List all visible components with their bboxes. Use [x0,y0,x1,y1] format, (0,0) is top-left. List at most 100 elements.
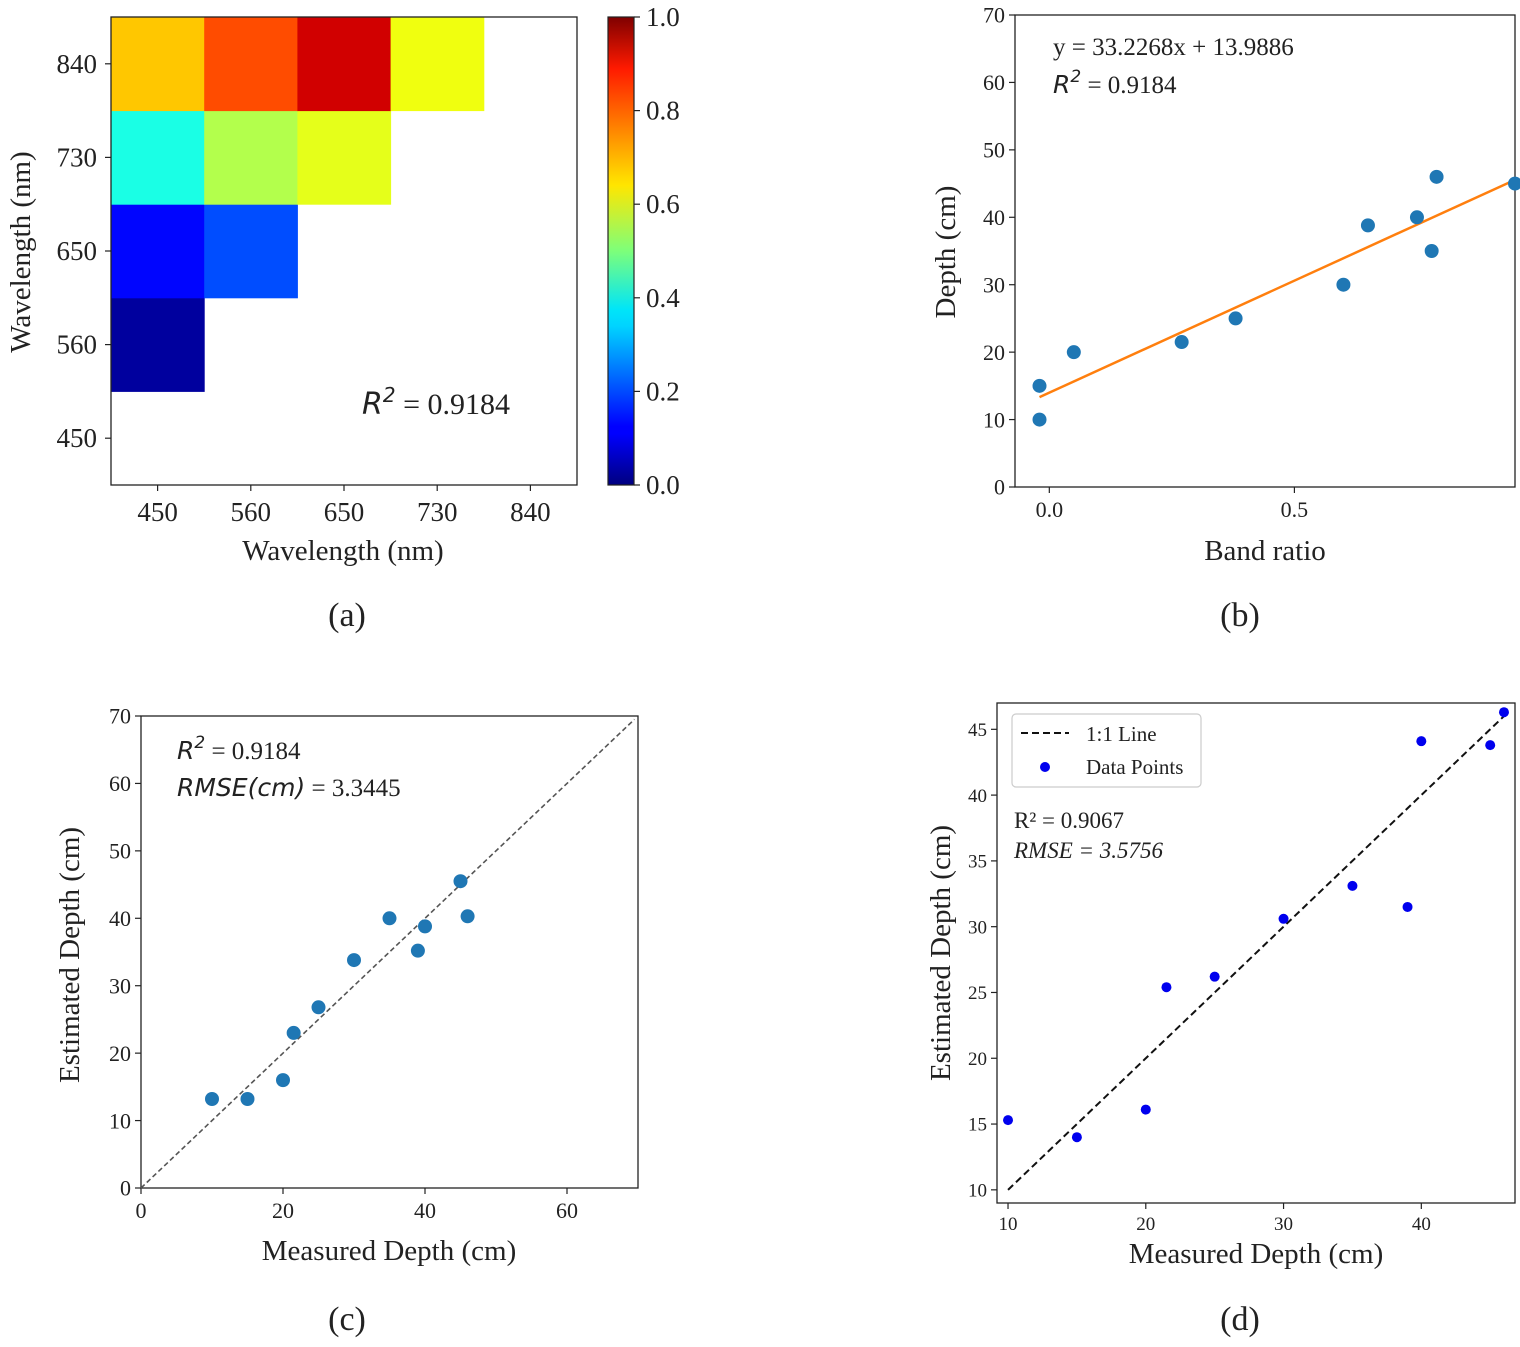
y-tick-label: 25 [968,983,987,1004]
data-point [1498,707,1509,718]
x-tick-label: 20 [272,1198,294,1223]
x-tick-label: 450 [137,497,178,527]
plot-d-ticks: 10 20 30 40 10 15 20 25 30 35 40 45 [968,720,1431,1235]
rmse-value: = 3.3445 [305,775,400,802]
x-tick-label: 30 [1274,1214,1293,1235]
data-point [347,953,361,968]
legend-line-label: 1:1 Line [1086,722,1157,746]
r2-value: = 0.9184 [205,738,301,765]
x-tick-label: 0.0 [1036,497,1064,522]
data-point [1416,736,1427,747]
r2-symbol: R [1053,70,1070,99]
y-tick-label: 650 [57,236,98,266]
plot-b-equation: y = 33.2268x + 13.9886 [1053,34,1294,61]
panel-d-scatter: 10 20 30 40 10 15 20 25 30 35 40 45 1:1 Line Data P… [925,702,1516,1338]
data-point [1409,210,1424,225]
panel-label-c: (c) [328,1301,366,1338]
data-point [1424,244,1439,258]
colorbar-ticks: 0.0 0.2 0.4 0.6 0.8 1.0 [634,2,680,500]
y-tick-label: 730 [57,142,98,172]
heatmap-cell [111,110,205,205]
y-tick-label: 40 [983,205,1005,230]
y-tick-label: 70 [109,704,131,729]
heatmap-cell [204,17,298,112]
colorbar-tick-label: 0.6 [646,189,680,219]
heatmap-cells [111,17,485,392]
plot-c-frame [140,715,639,1189]
data-point [1336,277,1351,292]
y-tick-label: 45 [968,720,987,741]
y-tick-label: 10 [968,1180,987,1201]
colorbar-tick-label: 0.0 [646,470,680,500]
data-point [382,911,397,926]
panel-b-scatter: 0.0 0.5 0 10 20 30 40 50 60 70 y = 33.2268x + 13.… [930,3,1520,634]
heatmap-cell [297,110,392,205]
x-tick-label: 60 [556,1198,578,1223]
heatmap-cell [111,204,205,299]
y-tick-label: 20 [983,340,1005,365]
y-tick-label: 40 [109,906,131,931]
panel-label-d: (d) [1220,1301,1260,1338]
heatmap-cell [297,17,392,112]
plot-d-rmse-annotation: RMSE = 3.5756 [1013,838,1164,863]
y-tick-label: 30 [109,973,131,998]
y-tick-label: 30 [968,917,987,938]
data-point [286,1025,301,1040]
y-tick-label: 840 [57,49,98,79]
r2-exponent: 2 [1070,67,1081,87]
data-point [1360,218,1375,233]
y-tick-label: 30 [983,272,1005,297]
y-tick-label: 0 [994,475,1005,500]
heatmap-cell [204,204,298,299]
data-point [1032,378,1047,393]
data-point [1429,169,1444,184]
data-point [1508,176,1520,191]
r2-value: = 0.9184 [396,388,510,421]
x-tick-label: 0.5 [1281,497,1309,522]
data-point [1161,982,1172,993]
heatmap-cell [204,110,298,205]
y-tick-label: 40 [968,786,987,807]
data-point [1140,1104,1151,1115]
data-point [418,919,432,934]
heatmap-x-ticks: 450 560 650 730 840 [137,485,551,527]
x-tick-label: 840 [510,497,551,527]
plot-d-legend: 1:1 Line Data Points [1011,713,1202,788]
heatmap-x-axis-label: Wavelength (nm) [242,535,443,567]
data-point [1228,311,1243,326]
x-tick-label: 730 [417,497,458,527]
rmse-symbol: RMSE(cm) [177,773,305,802]
r2-symbol: R [177,736,194,765]
fit-line [1038,178,1516,399]
plot-c-rmse-annotation: RMSE(cm) = 3.3445 [177,773,401,802]
y-tick-label: 15 [968,1115,987,1136]
data-point [1209,971,1220,982]
plot-b-y-axis-label: Depth (cm) [930,186,962,319]
panel-label-b: (b) [1220,597,1260,634]
plot-b-frame [1014,14,1516,488]
plot-c-ticks: 0 20 40 60 0 10 20 30 40 50 60 70 [109,704,578,1223]
r2-value: = 0.9184 [1081,72,1177,99]
reference-line [140,718,636,1189]
plot-d-y-axis-label: Estimated Depth (cm) [925,825,957,1081]
plot-b-x-axis-label: Band ratio [1204,535,1326,567]
panel-label-a: (a) [328,597,366,634]
x-tick-label: 10 [999,1214,1018,1235]
y-tick-label: 450 [57,423,98,453]
plot-b-marks [1032,169,1520,427]
colorbar-tick-label: 0.8 [646,96,680,126]
r2-symbol: R [362,387,383,422]
x-tick-label: 560 [231,497,272,527]
data-point [240,1091,255,1106]
data-point [1174,335,1189,350]
heatmap-y-ticks: 450 560 650 730 840 [57,49,111,453]
data-point [1278,913,1289,924]
plot-c-y-axis-label: Estimated Depth (cm) [54,827,86,1083]
plot-d-r2-annotation: R² = 0.9067 [1014,808,1124,833]
r2-exponent: 2 [194,733,205,753]
data-point [1402,901,1413,912]
y-tick-label: 10 [109,1108,131,1133]
plot-c-x-axis-label: Measured Depth (cm) [262,1235,516,1267]
y-tick-label: 50 [109,839,131,864]
